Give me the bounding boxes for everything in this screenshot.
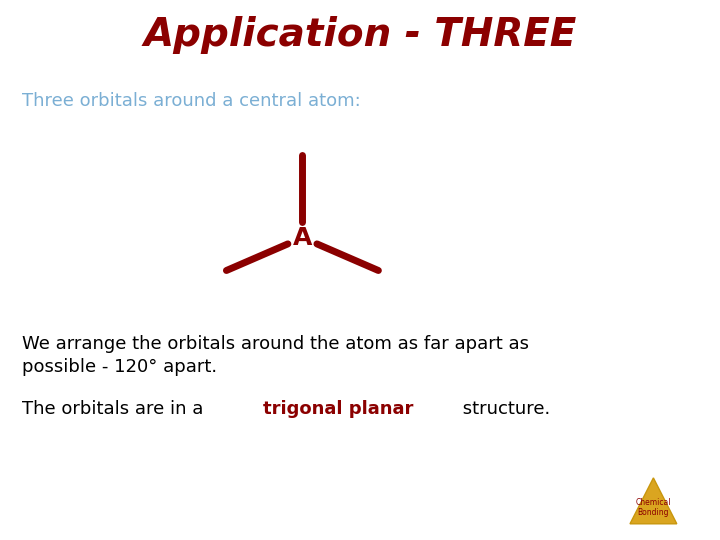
Text: Application - THREE: Application - THREE <box>143 16 577 54</box>
Text: A: A <box>293 226 312 249</box>
Text: Three orbitals around a central atom:: Three orbitals around a central atom: <box>22 92 360 110</box>
Text: trigonal planar: trigonal planar <box>263 400 413 417</box>
Text: The orbitals are in a: The orbitals are in a <box>22 400 209 417</box>
Text: We arrange the orbitals around the atom as far apart as
possible - 120° apart.: We arrange the orbitals around the atom … <box>22 335 528 376</box>
Text: Chemical
Bonding: Chemical Bonding <box>636 498 671 517</box>
Text: structure.: structure. <box>457 400 550 417</box>
Polygon shape <box>630 478 677 524</box>
